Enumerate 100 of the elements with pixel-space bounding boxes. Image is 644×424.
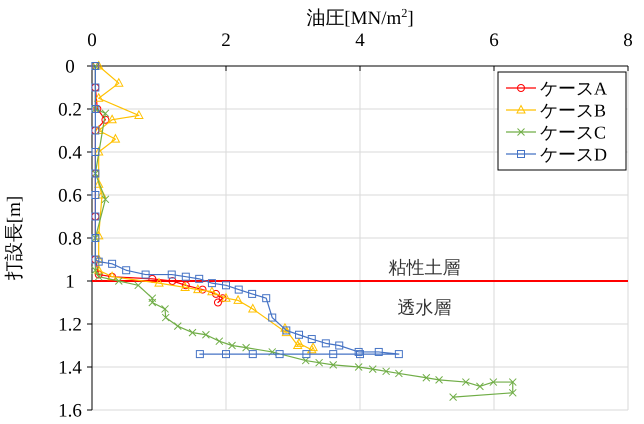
point xyxy=(154,278,164,287)
point xyxy=(234,286,243,294)
point xyxy=(114,277,123,285)
point xyxy=(293,340,302,349)
point xyxy=(94,258,103,266)
point xyxy=(214,298,222,306)
point xyxy=(449,393,458,402)
point xyxy=(212,290,220,298)
point xyxy=(101,109,110,118)
point xyxy=(94,126,104,134)
x-tick-label: 8 xyxy=(623,30,633,51)
point xyxy=(307,344,316,354)
legend-label: ケースD xyxy=(540,144,607,164)
point xyxy=(101,116,110,124)
x-tick-label: 2 xyxy=(221,30,231,51)
point xyxy=(114,78,124,87)
point xyxy=(508,378,517,386)
point xyxy=(295,330,304,339)
point xyxy=(248,304,258,312)
y-tick-label: 0.6 xyxy=(58,186,82,207)
point xyxy=(422,374,430,382)
point xyxy=(276,350,284,358)
point xyxy=(108,114,117,124)
point xyxy=(222,281,230,290)
point xyxy=(134,110,144,119)
point xyxy=(202,330,210,339)
legend-label: ケースB xyxy=(540,100,606,120)
point xyxy=(268,314,276,322)
point xyxy=(354,363,363,371)
point xyxy=(435,376,444,384)
point xyxy=(195,274,204,283)
point xyxy=(368,365,377,374)
point xyxy=(215,337,224,346)
point xyxy=(188,328,196,337)
point xyxy=(228,342,236,350)
point xyxy=(193,284,202,294)
point xyxy=(110,134,120,143)
point xyxy=(354,348,363,356)
y-tick-label: 1 xyxy=(65,272,75,293)
point xyxy=(394,350,403,358)
y-tick-label: 1.6 xyxy=(58,400,82,422)
x-tick-label: 4 xyxy=(355,30,366,51)
point xyxy=(382,367,390,376)
point xyxy=(168,270,176,279)
point xyxy=(322,339,330,348)
x-axis-title: 油圧[MN/m$^{2}$] xyxy=(306,6,414,29)
point xyxy=(268,348,276,356)
point xyxy=(94,93,104,102)
point xyxy=(91,266,100,274)
point xyxy=(94,265,104,274)
point xyxy=(148,294,156,302)
point xyxy=(108,260,116,268)
point xyxy=(101,195,110,204)
point xyxy=(248,290,256,298)
point xyxy=(122,266,130,274)
x-tick-label: 0 xyxy=(87,30,97,51)
point xyxy=(329,350,338,358)
y-tick-label: 1.2 xyxy=(58,314,82,336)
point xyxy=(94,61,104,70)
point xyxy=(208,279,216,288)
point xyxy=(162,314,170,322)
point xyxy=(91,191,100,199)
point xyxy=(280,323,290,332)
point xyxy=(489,378,498,386)
x-tick-label: 6 xyxy=(489,30,499,51)
point xyxy=(356,350,364,358)
point xyxy=(94,179,104,188)
point xyxy=(207,286,216,296)
point xyxy=(394,369,403,378)
point xyxy=(302,356,310,365)
point xyxy=(476,382,484,390)
point xyxy=(222,293,230,302)
point xyxy=(248,350,257,358)
point xyxy=(196,350,204,358)
legend-label: ケースC xyxy=(540,122,606,142)
point xyxy=(335,342,344,350)
point xyxy=(508,388,517,397)
point xyxy=(148,298,156,306)
point xyxy=(98,190,107,198)
y-tick-label: 0 xyxy=(65,56,75,78)
point xyxy=(308,342,318,352)
point xyxy=(91,148,100,156)
point xyxy=(462,378,470,386)
point xyxy=(242,344,250,352)
point xyxy=(262,294,270,302)
point xyxy=(161,304,170,313)
point xyxy=(294,338,304,347)
legend-label: ケースA xyxy=(540,78,607,98)
point xyxy=(94,147,104,156)
point xyxy=(134,281,142,290)
point xyxy=(374,348,383,356)
y-tick-label: 0.4 xyxy=(58,142,82,164)
point xyxy=(148,274,156,283)
point xyxy=(168,277,176,285)
y-tick-label: 0.2 xyxy=(58,100,82,121)
point xyxy=(222,350,230,358)
point xyxy=(234,295,243,304)
point xyxy=(329,360,338,369)
point xyxy=(142,270,150,279)
point xyxy=(308,335,316,344)
